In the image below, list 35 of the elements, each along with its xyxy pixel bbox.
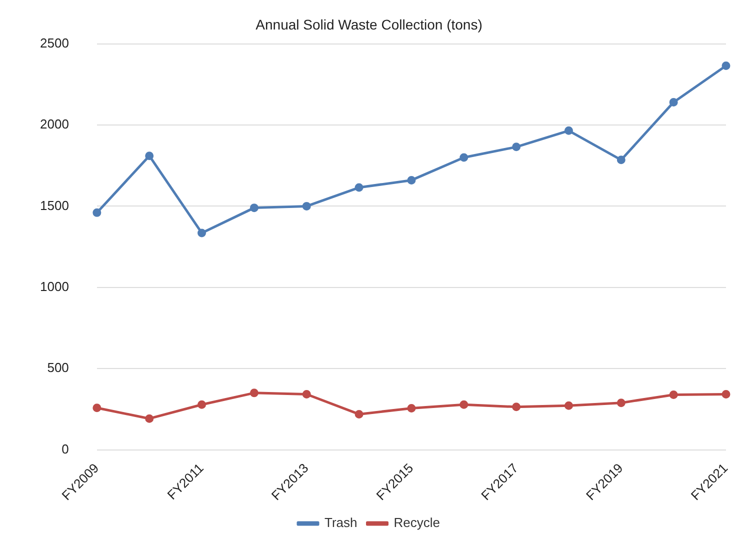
point bbox=[460, 400, 468, 409]
point bbox=[669, 98, 678, 107]
point bbox=[250, 388, 258, 398]
point bbox=[354, 183, 364, 192]
point bbox=[669, 390, 678, 399]
point bbox=[198, 400, 206, 409]
point bbox=[512, 402, 521, 412]
legend-label: Trash bbox=[324, 515, 358, 530]
point bbox=[92, 404, 102, 412]
point bbox=[145, 152, 154, 160]
y-tick-label: 500 bbox=[47, 360, 69, 376]
y-tick-label: 1000 bbox=[40, 278, 69, 294]
point bbox=[145, 414, 154, 423]
legend-label: Recycle bbox=[394, 515, 440, 530]
point bbox=[354, 410, 364, 418]
point bbox=[564, 401, 573, 410]
point bbox=[198, 228, 206, 238]
y-tick-label: 2000 bbox=[40, 116, 69, 132]
point bbox=[722, 390, 730, 398]
point bbox=[616, 156, 626, 164]
y-tick-label: 2500 bbox=[40, 35, 69, 50]
point bbox=[92, 208, 102, 217]
point bbox=[460, 153, 468, 162]
point bbox=[512, 142, 521, 152]
point bbox=[564, 126, 573, 135]
y-tick-label: 1500 bbox=[40, 198, 69, 213]
point bbox=[722, 61, 730, 70]
point bbox=[302, 202, 311, 210]
y-tick-label: 0 bbox=[62, 441, 69, 456]
point bbox=[302, 390, 311, 398]
chart-title: Annual Solid Waste Collection (tons) bbox=[256, 16, 482, 32]
point bbox=[407, 404, 416, 412]
point bbox=[616, 398, 626, 408]
point bbox=[407, 176, 416, 184]
point bbox=[250, 204, 258, 212]
